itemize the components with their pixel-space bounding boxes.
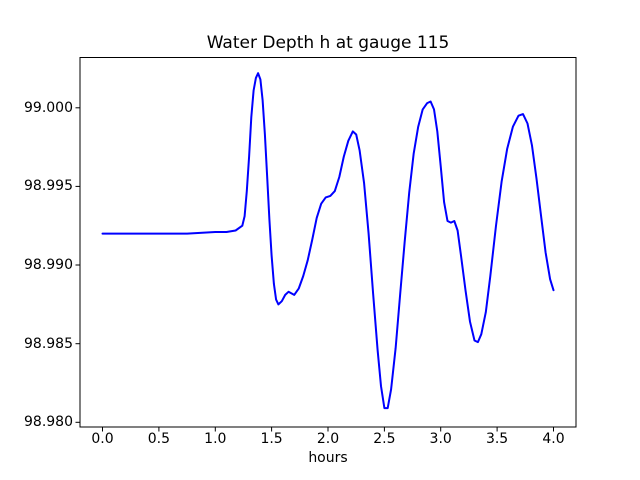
- axes-spines: [79, 57, 577, 428]
- y-tick-label: 98.980: [24, 414, 73, 431]
- x-tick-label: 2.5: [373, 431, 396, 447]
- y-tick-label: 98.995: [24, 178, 73, 195]
- x-tick-label: 3.5: [485, 431, 509, 447]
- x-tick-label: 2.0: [316, 431, 340, 447]
- x-tick-label: 0.0: [91, 431, 114, 447]
- x-axis-label: hours: [308, 450, 348, 466]
- y-tick-label: 98.985: [24, 335, 73, 352]
- x-tick-label: 4.0: [542, 431, 565, 447]
- y-tick-label: 98.990: [24, 257, 73, 273]
- y-tick-label: 99.000: [24, 99, 73, 116]
- water-depth-line: [101, 72, 555, 410]
- x-tick-label: 1.0: [204, 431, 227, 447]
- x-tick-label: 0.5: [147, 431, 171, 447]
- x-tick-label: 3.0: [429, 431, 452, 447]
- chart-title: Water Depth h at gauge 115: [206, 33, 450, 53]
- x-tick-label: 1.5: [260, 431, 283, 447]
